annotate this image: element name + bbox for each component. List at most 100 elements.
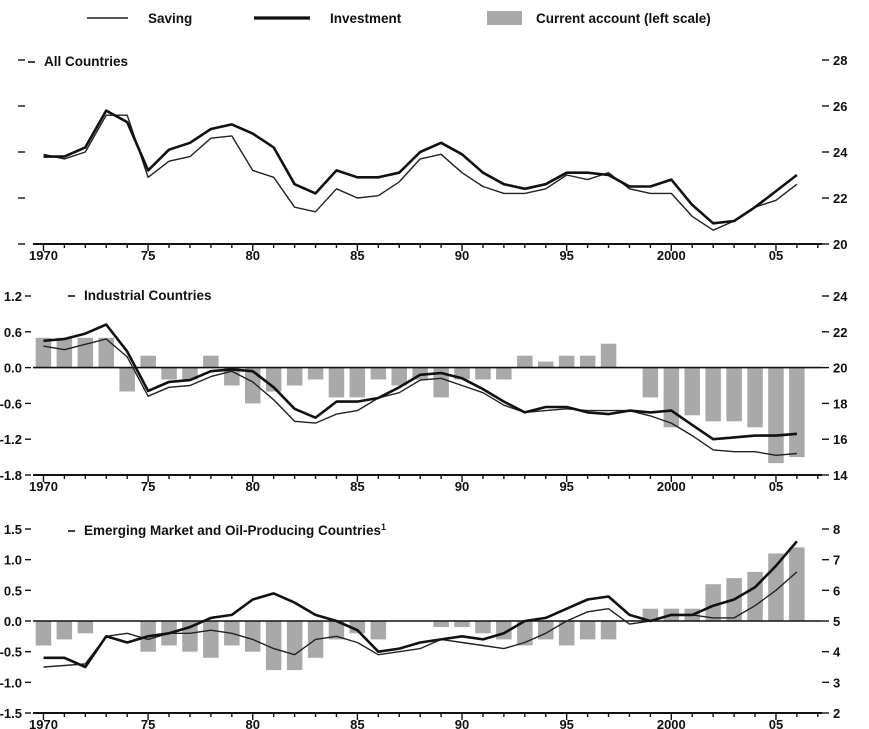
current-account-bar: [328, 621, 345, 640]
investment-line: [43, 323, 798, 441]
current-account-bar: [475, 621, 491, 634]
right-tick-label: 26: [833, 99, 847, 114]
current-account-bar: [600, 621, 617, 640]
right-tick-label: 7: [833, 553, 840, 568]
right-tick-label: 8: [833, 522, 840, 537]
current-account-bar: [726, 367, 742, 422]
current-account-bar: [705, 367, 721, 422]
current-account-bar: [600, 343, 617, 368]
panel-title: All Countries: [44, 54, 128, 69]
right-tick-label: 6: [833, 583, 840, 598]
x-tick-label: 2000: [657, 248, 686, 263]
current-account-bar: [391, 367, 407, 386]
x-tick-label: 1970: [29, 479, 58, 494]
current-account-bar: [538, 361, 554, 368]
right-tick-label: 3: [833, 675, 840, 690]
current-account-bar: [35, 621, 52, 646]
left-tick-label: -1.5: [0, 706, 22, 721]
x-tick-label: 85: [350, 248, 364, 263]
current-account-bar: [789, 547, 805, 621]
x-tick-label: 05: [769, 717, 783, 729]
legend: Saving Investment Current account (left …: [87, 11, 711, 26]
x-tick-label: 85: [350, 479, 364, 494]
x-tick-label: 05: [769, 248, 783, 263]
right-tick-label: 22: [833, 325, 847, 340]
legend-saving-label: Saving: [148, 11, 192, 26]
current-account-bar: [140, 355, 156, 368]
x-tick-label: 80: [246, 479, 260, 494]
x-tick-label: 95: [559, 479, 573, 494]
x-tick-label: 90: [455, 248, 469, 263]
x-tick-label: 05: [769, 479, 783, 494]
left-tick-label: -1.8: [0, 468, 22, 483]
saving-line: [43, 114, 798, 231]
legend-current-account-swatch: [487, 11, 522, 25]
x-tick-label: 2000: [657, 717, 686, 729]
current-account-bar: [558, 621, 575, 646]
current-account-bar: [579, 621, 596, 640]
current-account-bar: [328, 367, 345, 398]
legend-current-account-label: Current account (left scale): [536, 11, 711, 26]
current-account-bar: [286, 367, 303, 386]
left-tick-label: -0.5: [0, 645, 22, 660]
current-account-bar: [517, 621, 533, 646]
investment-line: [43, 109, 798, 225]
panel-1: 1970 75 80 85 90 95 2000 05 20 22 24 26 28 All Countr…: [18, 53, 848, 263]
right-tick-label: 14: [833, 468, 848, 483]
current-account-bar: [642, 367, 659, 398]
current-account-bar: [663, 367, 680, 428]
left-tick-label: 0.0: [4, 361, 22, 376]
left-tick-label: 0.0: [4, 614, 22, 629]
left-tick-label: 1.0: [4, 553, 22, 568]
panel-3: 1970 75 80 85 90 95 2000 05 2 3 4 5 6 7 8 -1.5 -1.0 -0.5 0…: [0, 522, 841, 729]
current-account-bar: [496, 367, 512, 380]
x-tick-label: 75: [141, 479, 155, 494]
x-tick-label: 80: [246, 717, 260, 729]
current-account-bar: [370, 367, 387, 380]
current-account-bar: [56, 337, 73, 368]
current-account-bar: [789, 367, 805, 458]
right-tick-label: 2: [833, 706, 840, 721]
panel-title-footnote: 1: [381, 522, 386, 532]
current-account-bar: [203, 621, 219, 658]
saving-line: [43, 338, 797, 456]
current-account-bar: [182, 367, 198, 380]
x-tick-label: 95: [559, 717, 573, 729]
current-account-bar: [475, 367, 491, 380]
x-tick-label: 90: [455, 479, 469, 494]
investment-line: [43, 540, 798, 669]
right-tick-label: 5: [833, 614, 840, 629]
left-tick-label: 0.5: [4, 583, 22, 598]
x-tick-label: 1970: [29, 717, 58, 729]
current-account-bar: [705, 584, 721, 621]
current-account-bar: [579, 355, 596, 368]
x-tick-label: 95: [559, 248, 573, 263]
current-account-bar: [768, 367, 784, 464]
right-tick-label: 24: [833, 289, 848, 304]
x-tick-label: 80: [246, 248, 260, 263]
current-account-bar: [307, 367, 324, 380]
current-account-bar: [245, 367, 261, 404]
current-account-bar: [265, 621, 282, 671]
current-account-bar: [454, 621, 470, 628]
current-account-bar: [56, 621, 73, 640]
right-tick-label: 20: [833, 361, 847, 376]
current-account-bar: [517, 355, 533, 368]
x-tick-label: 90: [455, 717, 469, 729]
right-tick-label: 18: [833, 396, 847, 411]
current-account-bar: [370, 621, 387, 640]
saving-line: [43, 571, 798, 668]
right-tick-label: 4: [833, 645, 841, 660]
left-tick-label: 1.5: [4, 522, 22, 537]
current-account-bar: [768, 553, 784, 621]
current-account-bar: [35, 337, 52, 368]
left-tick-label: 0.6: [4, 325, 22, 340]
legend-investment-label: Investment: [330, 11, 402, 26]
right-tick-label: 16: [833, 432, 847, 447]
right-tick-label: 20: [833, 237, 847, 252]
x-tick-label: 1970: [29, 248, 58, 263]
current-account-bar: [433, 621, 449, 628]
panel-2: 1970 75 80 85 90 95 2000 05 14 16 18 20 22 24 -1.8 -1.2…: [0, 288, 848, 494]
